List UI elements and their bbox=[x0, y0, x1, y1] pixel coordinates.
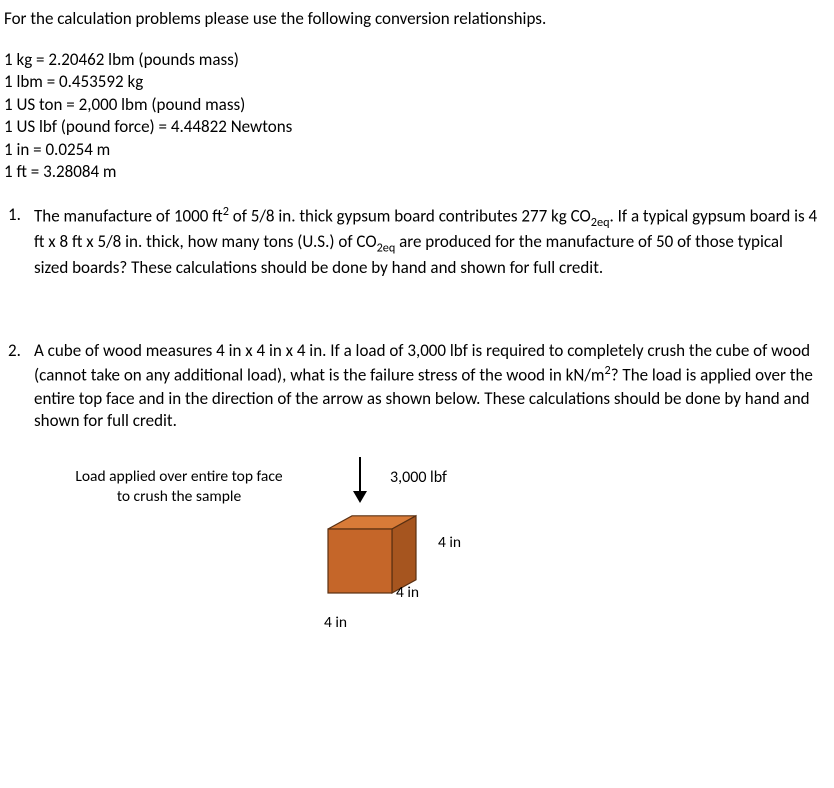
subscript: 2eq bbox=[377, 241, 396, 256]
dim-label-bottom: 4 in bbox=[324, 613, 347, 634]
figure-block: Load applied over entire top face to cru… bbox=[74, 455, 614, 635]
problems-list: 1. The manufacture of 1000 ft2 of 5/8 in… bbox=[4, 204, 820, 636]
conversion-item: 1 ft = 3.28084 m bbox=[4, 161, 820, 183]
load-arrow-icon bbox=[356, 457, 364, 503]
intro-text: For the calculation problems please use … bbox=[4, 8, 820, 31]
figure-caption: Load applied over entire top face to cru… bbox=[74, 467, 284, 507]
problem-text: The manufacture of 1000 ft2 of 5/8 in. t… bbox=[34, 204, 820, 280]
problem-text: A cube of wood measures 4 in x 4 in x 4 … bbox=[34, 340, 820, 635]
dim-label-right: 4 in bbox=[438, 533, 461, 554]
cube-diagram bbox=[320, 503, 440, 623]
load-label: 3,000 lbf bbox=[390, 467, 447, 489]
text-seg: The manufacture of 1000 ft bbox=[34, 205, 223, 226]
conversion-item: 1 in = 0.0254 m bbox=[4, 139, 820, 161]
dim-label-front: 4 in bbox=[396, 583, 419, 604]
conversion-item: 1 US lbf (pound force) = 4.44822 Newtons bbox=[4, 116, 820, 138]
conversion-item: 1 lbm = 0.453592 kg bbox=[4, 71, 820, 93]
conversion-item: 1 US ton = 2,000 lbm (pound mass) bbox=[4, 94, 820, 116]
text-seg: of 5/8 in. thick gypsum board contribute… bbox=[229, 205, 591, 226]
problem-number: 2. bbox=[8, 340, 34, 635]
problem-number: 1. bbox=[8, 204, 34, 280]
conversion-item: 1 kg = 2.20462 lbm (pounds mass) bbox=[4, 49, 820, 71]
problem-2: 2. A cube of wood measures 4 in x 4 in x… bbox=[8, 340, 820, 635]
conversion-list: 1 kg = 2.20462 lbm (pounds mass) 1 lbm =… bbox=[4, 49, 820, 184]
problem-1: 1. The manufacture of 1000 ft2 of 5/8 in… bbox=[8, 204, 820, 280]
subscript: 2eq bbox=[591, 215, 610, 230]
